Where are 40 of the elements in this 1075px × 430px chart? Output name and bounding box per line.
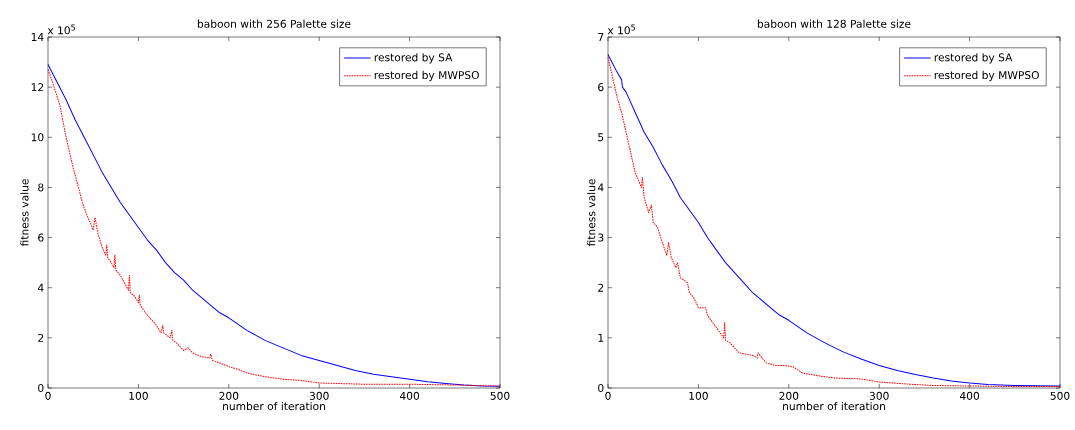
legend-label: restored by SA xyxy=(374,53,453,64)
text: x 10$^{5}$ xyxy=(47,24,76,35)
y-tick-label: 7 xyxy=(598,33,604,41)
x-tick-label: 400 xyxy=(959,391,980,400)
y-tick-label: 4 xyxy=(597,183,604,192)
y-tick-label: 12 xyxy=(31,83,44,92)
x-axis-title: number of iteration xyxy=(783,401,885,411)
x-tick-label: 0 xyxy=(45,391,51,400)
x-tick-label: 0 xyxy=(605,391,611,400)
y-tick-label: 10 xyxy=(31,133,44,142)
chart-title: baboon with 256 Palette size xyxy=(197,19,351,28)
y-tick-label: 14 xyxy=(31,33,44,41)
y-tick-label: 6 xyxy=(38,233,44,242)
chart-title: baboon with 128 Palette size xyxy=(757,19,911,28)
y-tick-label: 8 xyxy=(38,183,44,192)
x-tick-label: 300 xyxy=(869,391,889,400)
legend-label: restored by SA xyxy=(934,53,1013,64)
y-tick-label: 0 xyxy=(38,383,44,393)
x-tick-label: 300 xyxy=(309,391,329,400)
y-tick-label: 3 xyxy=(598,233,604,242)
x-tick-label: 200 xyxy=(779,391,799,400)
legend-label: restored by MWPSO xyxy=(374,70,479,82)
x-tick-label: 100 xyxy=(129,391,148,400)
legend-label: restored by MWPSO xyxy=(934,70,1039,82)
y-tick-label: 2 xyxy=(38,333,44,342)
y-axis-title: fitness value xyxy=(587,179,596,247)
y-tick-label: 2 xyxy=(598,283,604,292)
x-tick-label: 500 xyxy=(1050,391,1070,400)
x-tick-label: 100 xyxy=(689,391,708,400)
y-tick-label: 0 xyxy=(598,383,604,393)
x-tick-label: 400 xyxy=(399,391,420,400)
y-axis-title: fitness value xyxy=(20,179,29,247)
x-tick-label: 500 xyxy=(490,391,510,400)
y-tick-label: 6 xyxy=(598,83,604,92)
y-tick-label: 1 xyxy=(598,333,604,342)
text: x 10$^{5}$ xyxy=(607,24,636,35)
y-tick-label: 4 xyxy=(37,283,44,292)
x-axis-title: number of iteration xyxy=(223,401,325,411)
x-tick-label: 200 xyxy=(219,391,239,400)
y-tick-label: 5 xyxy=(598,133,604,142)
